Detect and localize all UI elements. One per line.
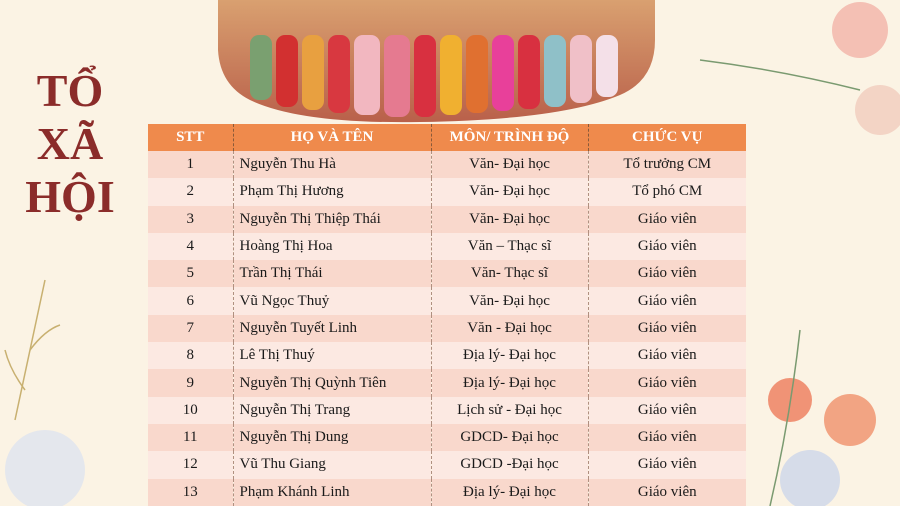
table-cell: 3 (148, 205, 234, 233)
title-line: XÃ (36, 118, 104, 169)
table-cell: GDCD -Đại học (431, 451, 589, 479)
table-row: 5 Trần Thị Thái Văn- Thạc sĩ Giáo viên (148, 260, 746, 288)
table-cell: Giáo viên (588, 260, 746, 288)
title-line: TỔ (36, 65, 104, 116)
table-cell: Văn- Đại học (431, 178, 589, 206)
header-cell: CHỨC VỤ (588, 124, 746, 151)
table-cell: GDCD- Đại học (431, 423, 589, 452)
table-cell: Vũ Ngọc Thuỷ (233, 287, 432, 315)
table-cell: Trần Thị Thái (233, 260, 432, 288)
table-cell: 5 (148, 260, 234, 288)
table-cell: Vũ Thu Giang (233, 451, 432, 479)
table-cell: Tổ trưởng CM (588, 151, 746, 179)
flower-left-bottom (5, 430, 85, 506)
table-cell: 6 (148, 287, 234, 315)
table-row: 6 Vũ Ngọc Thuỷ Văn- Đại học Giáo viên (148, 287, 746, 315)
photo-people (250, 35, 618, 117)
table-cell: Giáo viên (588, 287, 746, 315)
flower-left (4, 279, 61, 421)
table-body: 1 Nguyễn Thu Hà Văn- Đại học Tổ trưởng CM 2 P… (148, 151, 746, 506)
header-cell: HỌ VÀ TÊN (233, 124, 432, 151)
table-cell: Nguyễn Tuyết Linh (233, 314, 432, 343)
table-cell: Nguyễn Thu Hà (233, 151, 432, 179)
table-row: 12 Vũ Thu Giang GDCD -Đại học Giáo viên (148, 451, 746, 479)
table-cell: Nguyễn Thị Quỳnh Tiên (233, 369, 432, 397)
table-cell: Nguyễn Thị Thiệp Thái (233, 205, 432, 233)
table-cell: Lê Thị Thuý (233, 342, 432, 370)
table-cell: Giáo viên (588, 314, 746, 343)
table-cell: Giáo viên (588, 205, 746, 233)
flower-right (699, 2, 900, 506)
table-cell: 13 (148, 478, 234, 506)
title-line: HỘI (25, 171, 115, 222)
table-row: 11 Nguyễn Thị Dung GDCD- Đại học Giáo viên (148, 423, 746, 452)
table-cell: Hoàng Thị Hoa (233, 232, 432, 261)
table-cell: Giáo viên (588, 478, 746, 506)
table-cell: 10 (148, 396, 234, 424)
table-row: 4 Hoàng Thị Hoa Văn – Thạc sĩ Giáo viên (148, 232, 746, 261)
table-row: 13 Phạm Khánh Linh Địa lý- Đại học Giáo viê… (148, 478, 746, 506)
table-row: 9 Nguyễn Thị Quỳnh Tiên Địa lý- Đại học Giá… (148, 369, 746, 397)
header-row: STT HỌ VÀ TÊN MÔN/ TRÌNH ĐỘ CHỨC VỤ (148, 124, 746, 151)
table-cell: Lịch sử - Đại học (431, 396, 589, 424)
table-cell: Văn- Đại học (431, 151, 589, 179)
table-cell: Văn- Thạc sĩ (431, 260, 589, 288)
table-cell: Tổ phó CM (588, 178, 746, 206)
table-cell: Giáo viên (588, 451, 746, 479)
table-cell: Địa lý- Đại học (431, 478, 589, 506)
table-cell: Giáo viên (588, 342, 746, 370)
table-cell: Giáo viên (588, 423, 746, 452)
table-cell: Địa lý- Đại học (431, 369, 589, 397)
table-cell: Nguyễn Thị Trang (233, 396, 432, 424)
table-cell: 7 (148, 314, 234, 343)
table-cell: 11 (148, 423, 234, 452)
table-cell: Văn – Thạc sĩ (431, 232, 589, 261)
table-cell: Giáo viên (588, 232, 746, 261)
table-row: 3 Nguyễn Thị Thiệp Thái Văn- Đại học Giáo v… (148, 205, 746, 233)
table-cell: Văn- Đại học (431, 205, 589, 233)
table-cell: Nguyễn Thị Dung (233, 423, 432, 452)
staff-table: STT HỌ VÀ TÊN MÔN/ TRÌNH ĐỘ CHỨC VỤ 1 Nguyễn… (148, 124, 746, 506)
table-cell: 9 (148, 369, 234, 397)
table-cell: Địa lý- Đại học (431, 342, 589, 370)
table-row: 1 Nguyễn Thu Hà Văn- Đại học Tổ trưởng CM (148, 151, 746, 179)
table-cell: Phạm Khánh Linh (233, 478, 432, 506)
table-cell: Văn- Đại học (431, 287, 589, 315)
table-cell: Giáo viên (588, 369, 746, 397)
table-row: 7 Nguyễn Tuyết Linh Văn - Đại học Giáo viên (148, 314, 746, 343)
table-row: 2 Phạm Thị Hương Văn- Đại học Tổ phó CM (148, 178, 746, 206)
table-row: 8 Lê Thị Thuý Địa lý- Đại học Giáo viên (148, 342, 746, 370)
header-cell: STT (148, 124, 234, 151)
table-cell: Phạm Thị Hương (233, 178, 432, 206)
table-cell: 12 (148, 451, 234, 479)
header-cell: MÔN/ TRÌNH ĐỘ (431, 124, 589, 151)
table-cell: 4 (148, 232, 234, 261)
table-cell: Giáo viên (588, 396, 746, 424)
table-row: 10 Nguyễn Thị Trang Lịch sử - Đại học Giáo … (148, 396, 746, 424)
table-cell: Văn - Đại học (431, 314, 589, 343)
table-cell: 1 (148, 151, 234, 179)
table-cell: 8 (148, 342, 234, 370)
table-cell: 2 (148, 178, 234, 206)
